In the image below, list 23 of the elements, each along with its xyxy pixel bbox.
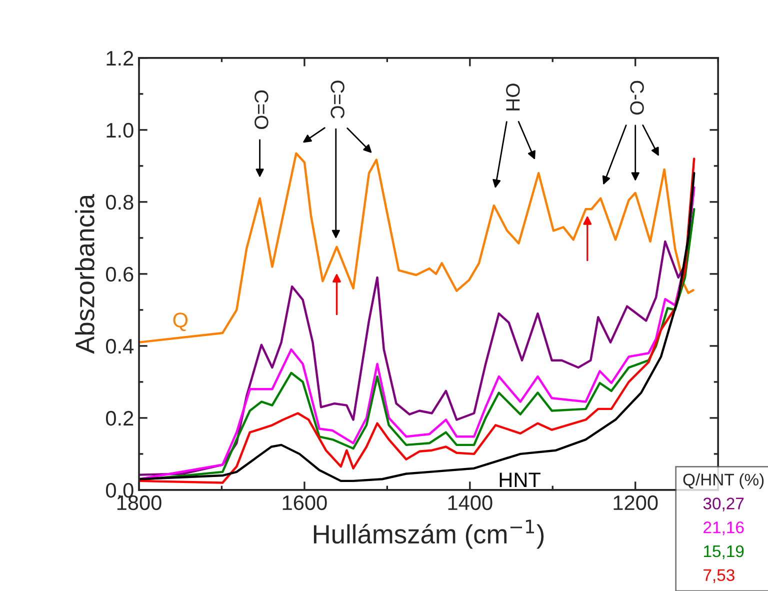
text: 7,53	[704, 569, 734, 584]
series-label: Q	[173, 312, 188, 332]
x-tick-label: 1600	[282, 495, 327, 510]
y-tick-label: 0.2	[106, 410, 134, 426]
annotation: OH	[506, 84, 520, 110]
text: 21,16	[704, 521, 744, 536]
y-tick-label: 0.4	[106, 338, 134, 354]
x-axis-title: Hullámszám (cm$^{−1}$)	[314, 520, 544, 549]
y-tick-label: 1.0	[106, 122, 134, 138]
y-tick-label: 0.6	[106, 266, 134, 282]
annotation: C=O	[254, 90, 268, 129]
text: 30,27	[703, 498, 744, 512]
legend-title: Q/HNT (%)	[683, 473, 764, 489]
text: 15,19	[704, 545, 744, 560]
x-tick-label: 1400	[448, 495, 492, 510]
x-tick-label: 1200	[614, 495, 658, 510]
line-series	[139, 152, 694, 344]
annotation: C-O	[630, 80, 644, 115]
y-axis-title: Abszorbancia	[75, 194, 94, 354]
y-tick-label: 0.8	[106, 194, 134, 210]
series-label: HNT	[500, 472, 540, 488]
annotation: C=C	[330, 80, 344, 118]
y-tick-label: 1.2	[106, 50, 134, 66]
